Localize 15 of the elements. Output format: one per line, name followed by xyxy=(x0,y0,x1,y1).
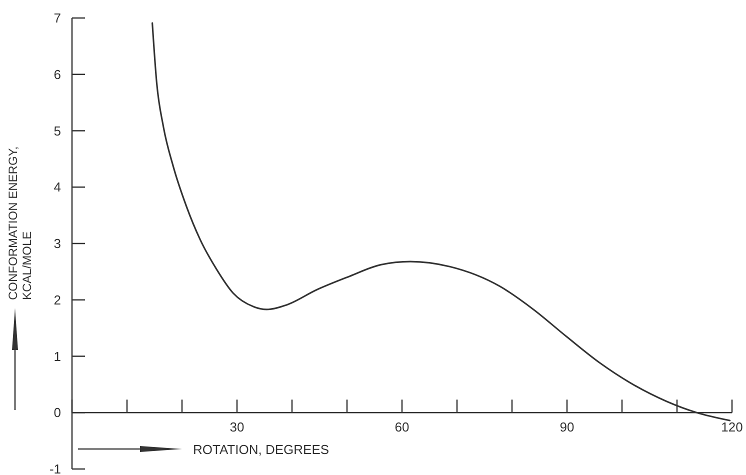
y-tick-label: 4 xyxy=(54,180,61,195)
y-tick-label: 0 xyxy=(54,405,61,420)
y-tick-label: 2 xyxy=(54,292,61,308)
y-tick-label: 6 xyxy=(54,66,61,82)
x-tick-label: 120 xyxy=(721,420,743,435)
y-tick-label: 7 xyxy=(54,10,61,26)
x-tick-label: 60 xyxy=(394,420,410,435)
y-tick-label: 3 xyxy=(54,236,61,252)
y-tick-label: 5 xyxy=(54,123,61,138)
y-tick-label: -1 xyxy=(49,462,61,475)
x-tick-label: 90 xyxy=(560,420,574,435)
x-axis-title: ROTATION, DEGREES xyxy=(193,442,330,457)
y-axis-title: CONFORMATION ENERGY, KCAL/MOLE xyxy=(6,146,34,300)
y-tick-label: 1 xyxy=(54,348,61,364)
x-tick-label: 30 xyxy=(230,420,244,435)
